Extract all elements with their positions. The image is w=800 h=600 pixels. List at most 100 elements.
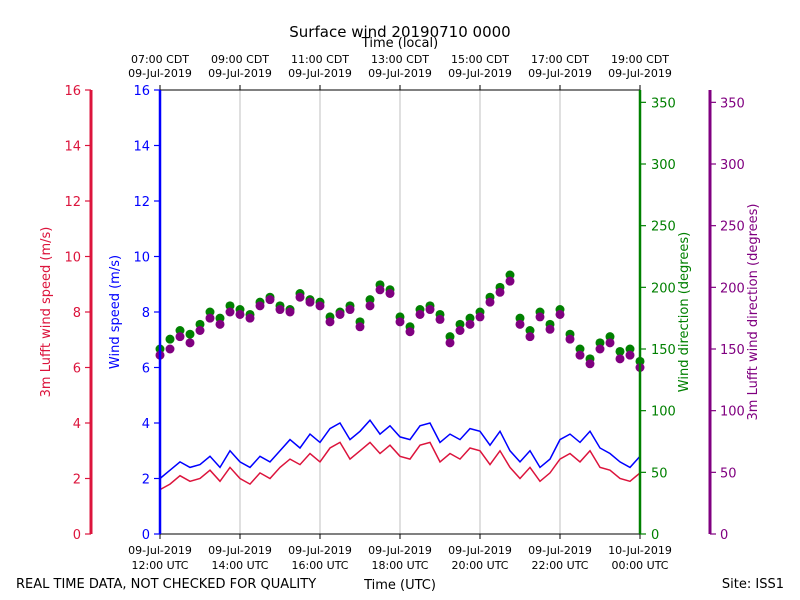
top-tick-date: 09-Jul-2019 xyxy=(608,67,672,80)
axis-tick-label: 12 xyxy=(133,195,150,210)
data-point-luft_direction xyxy=(555,309,565,319)
data-point-luft_direction xyxy=(425,305,435,315)
top-tick-time: 09:00 CDT xyxy=(211,53,269,66)
chart-title: Surface wind 20190710 0000 xyxy=(289,23,510,41)
series-line-speed xyxy=(159,419,641,480)
data-point-luft_direction xyxy=(305,297,315,307)
data-point-direction xyxy=(575,344,585,354)
data-point-luft_direction xyxy=(465,319,475,329)
data-point-luft_direction xyxy=(495,287,505,297)
axis-tick-label: 2 xyxy=(73,473,81,488)
data-point-luft_direction xyxy=(565,334,575,344)
axis-tick-label: 300 xyxy=(720,158,745,173)
data-point-direction xyxy=(165,334,175,344)
data-point-direction xyxy=(625,344,635,354)
bottom-tick-date: 09-Jul-2019 xyxy=(368,544,432,557)
axis-tick-label: 0 xyxy=(720,528,728,543)
data-point-direction xyxy=(525,326,535,335)
data-point-direction xyxy=(445,332,455,342)
data-point-luft_direction xyxy=(475,312,485,322)
bottom-tick-date: 10-Jul-2019 xyxy=(608,544,672,557)
data-point-luft_direction xyxy=(435,314,445,324)
data-point-luft_direction xyxy=(295,292,305,302)
data-point-luft_direction xyxy=(165,344,175,354)
series-line-luft_speed xyxy=(159,441,641,491)
axis-tick-label: 100 xyxy=(651,405,676,420)
axis-tick-label: 4 xyxy=(73,417,81,432)
top-tick-date: 09-Jul-2019 xyxy=(368,67,432,80)
data-point-luft_direction xyxy=(585,359,595,369)
top-tick-time: 07:00 CDT xyxy=(131,53,189,66)
data-point-luft_direction xyxy=(235,309,245,319)
data-point-luft_direction xyxy=(505,276,515,286)
data-point-direction xyxy=(515,313,525,323)
bottom-tick-date: 09-Jul-2019 xyxy=(208,544,272,557)
data-point-luft_direction xyxy=(255,301,265,311)
bottom-axis-label: Time (UTC) xyxy=(363,578,436,593)
data-point-luft_direction xyxy=(345,305,355,315)
wind-direction-axis: 0 50 100 150 200 250 300 350 xyxy=(638,90,676,543)
axis-tick-label: 8 xyxy=(142,306,150,321)
top-tick-date: 09-Jul-2019 xyxy=(448,67,512,80)
top-tick-date: 09-Jul-2019 xyxy=(288,67,352,80)
top-tick-time: 17:00 CDT xyxy=(531,53,589,66)
data-point-direction xyxy=(465,313,475,323)
site-label: Site: ISS1 xyxy=(722,577,784,592)
data-point-luft_direction xyxy=(575,350,585,360)
series-layer xyxy=(155,270,645,491)
data-point-luft_direction xyxy=(325,317,335,327)
axis-tick-label: 16 xyxy=(133,84,150,99)
bottom-tick-time: 20:00 UTC xyxy=(451,559,508,572)
bottom-tick-time: 14:00 UTC xyxy=(211,559,268,572)
axis-tick-label: 250 xyxy=(651,220,676,235)
axis-tick-label: 14 xyxy=(64,140,81,155)
data-point-luft_direction xyxy=(205,313,215,323)
axis-tick-label: 300 xyxy=(651,158,676,173)
data-point-luft_direction xyxy=(245,313,255,323)
axis-tick-label: 0 xyxy=(142,528,150,543)
data-point-luft_direction xyxy=(265,295,275,305)
bottom-tick-date: 09-Jul-2019 xyxy=(288,544,352,557)
top-tick-date: 09-Jul-2019 xyxy=(128,67,192,80)
bottom-tick-date: 09-Jul-2019 xyxy=(128,544,192,557)
data-point-direction xyxy=(365,295,375,305)
luft-speed-axis: 0 2 4 6 8 10 12 14 16 xyxy=(64,84,93,543)
bottom-tick-time: 00:00 UTC xyxy=(611,559,668,572)
bottom-tick-time: 12:00 UTC xyxy=(131,559,188,572)
axis-tick-label: 12 xyxy=(64,195,81,210)
data-point-luft_direction xyxy=(455,326,465,335)
data-point-luft_direction xyxy=(315,301,325,311)
series-speed xyxy=(159,419,641,480)
data-point-luft_direction xyxy=(415,309,425,319)
data-point-direction xyxy=(225,301,235,311)
luft-speed-axis-label: 3m Lufft wind speed (m/s) xyxy=(39,227,54,398)
data-point-direction xyxy=(205,307,215,317)
quality-disclaimer: REAL TIME DATA, NOT CHECKED FOR QUALITY xyxy=(16,577,316,592)
top-tick-time: 13:00 CDT xyxy=(371,53,429,66)
data-point-luft_direction xyxy=(525,332,535,342)
data-point-luft_direction xyxy=(355,322,365,332)
data-point-luft_direction xyxy=(445,338,455,348)
data-point-luft_direction xyxy=(395,317,405,327)
data-point-luft_direction xyxy=(275,305,285,315)
axis-tick-label: 8 xyxy=(73,306,81,321)
top-tick-date: 09-Jul-2019 xyxy=(208,67,272,80)
series-luft_direction xyxy=(155,276,645,372)
top-tick-time: 19:00 CDT xyxy=(611,53,669,66)
data-point-luft_direction xyxy=(365,301,375,311)
data-point-luft_direction xyxy=(535,312,545,322)
luft-direction-axis: 0 50 100 150 200 250 300 350 xyxy=(708,90,745,543)
axis-tick-label: 0 xyxy=(651,528,659,543)
axis-tick-label: 6 xyxy=(142,362,150,377)
wind-direction-axis-label: Wind direction (degrees) xyxy=(677,232,692,392)
data-point-luft_direction xyxy=(285,307,295,317)
axis-tick-label: 6 xyxy=(73,362,81,377)
data-point-luft_direction xyxy=(515,319,525,329)
bottom-tick-time: 18:00 UTC xyxy=(371,559,428,572)
bottom-tick-time: 16:00 UTC xyxy=(291,559,348,572)
data-point-direction xyxy=(605,332,615,342)
data-point-luft_direction xyxy=(605,338,615,348)
axis-tick-label: 4 xyxy=(142,417,150,432)
axis-tick-label: 2 xyxy=(142,473,150,488)
